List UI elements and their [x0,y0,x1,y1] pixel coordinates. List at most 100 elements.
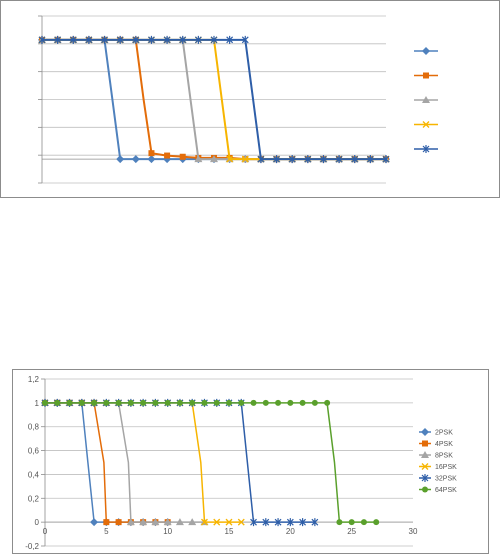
data-point [320,155,327,164]
data-point [140,399,147,406]
data-point [85,35,93,44]
data-point [90,518,99,527]
legend-label: 2PSK [435,430,453,437]
legend-marker [423,72,429,79]
chart-bottom: -0,2 0 0,2 0,4 0,6 0,8 1 1,2 0 5 10 15 20 25 30 2PSK 4PS… [12,369,489,554]
series-3 [41,398,209,526]
legend-entry [414,121,438,128]
legend-entry [414,96,438,103]
legend-entry: 2PSK [419,428,453,437]
data-point [226,399,232,406]
x-tick-label: 25 [347,527,356,536]
legend-marker [422,96,430,103]
legend-entry: 8PSK [419,451,453,460]
legend-label: 4PSK [435,441,453,448]
data-point [131,155,140,164]
data-point [299,399,306,406]
data-point [152,399,159,406]
data-point [66,399,73,406]
data-point [91,399,98,406]
data-point [42,399,48,406]
data-point [287,399,294,406]
data-point [38,35,46,44]
data-point [194,35,202,44]
data-point [101,35,108,44]
data-point [163,35,171,44]
series-2 [42,399,171,526]
data-point [126,518,135,526]
data-point [226,35,234,44]
x-tick-label: 30 [409,527,418,536]
data-point [115,519,122,526]
data-point [257,155,265,164]
data-point [116,155,125,164]
data-point [210,35,218,44]
x-tick-label: 15 [225,527,234,536]
data-point [336,519,343,526]
x-tick-label: 5 [104,527,109,536]
chart-top [0,0,500,198]
data-point [241,35,249,44]
y-tick-label: -0,2 [25,542,39,551]
legend-entry [414,47,438,55]
y-tick-label: 0,8 [28,423,40,432]
legend-entry: 64PSK [419,486,457,494]
data-point [241,155,249,163]
data-point [179,153,186,160]
chart-bottom-plot: -0,2 0 0,2 0,4 0,6 0,8 1 1,2 0 5 10 15 20 25 30 2PSK 4PS… [25,375,457,551]
data-point [103,519,110,526]
y-tick-label: 1,2 [28,375,40,384]
legend-marker [422,486,428,493]
x-tick-label: 10 [163,527,172,536]
data-point [147,155,156,164]
legend-marker [421,428,429,436]
data-point [262,518,270,527]
data-point [151,518,160,526]
y-tick-label: 0 [35,518,40,527]
legend-entry [414,72,438,79]
data-point [382,155,390,164]
data-point [179,35,187,44]
data-point [360,519,367,526]
y-tick-label: 0,2 [28,494,40,503]
legend-entry: 32PSK [419,474,457,483]
data-point [163,518,172,526]
data-point [201,399,208,406]
data-point [132,35,140,44]
series-line [42,38,386,161]
data-point [237,518,245,526]
series-line [45,402,168,523]
legend-entry: 4PSK [419,440,453,448]
x-tick-label: 0 [43,527,48,536]
data-point [274,518,282,527]
data-point [299,518,307,527]
legend-marker [421,474,429,482]
y-tick-label: 1 [35,399,40,408]
legend-marker [421,451,429,458]
data-point [238,399,245,406]
data-point [115,399,122,406]
data-point [225,518,233,526]
legend-label: 8PSK [435,453,453,460]
legend-marker [422,440,428,447]
legend-label: 16PSK [435,464,457,471]
data-point [201,518,208,526]
y-tick-label: 0,6 [28,447,40,456]
data-point [164,399,171,406]
series-line [45,402,168,523]
data-point [324,399,331,406]
data-point [148,150,155,157]
data-point [335,155,343,164]
legend-marker [421,463,429,470]
series-line [45,402,315,523]
y-tick-label: 0,4 [28,470,40,479]
data-point [175,518,184,526]
data-point [116,35,124,44]
data-point [286,518,294,527]
data-point [351,155,359,164]
data-point [250,518,257,527]
data-point [176,399,183,406]
data-point [127,399,134,406]
legend-marker [422,121,430,128]
legend-entry [414,145,438,153]
